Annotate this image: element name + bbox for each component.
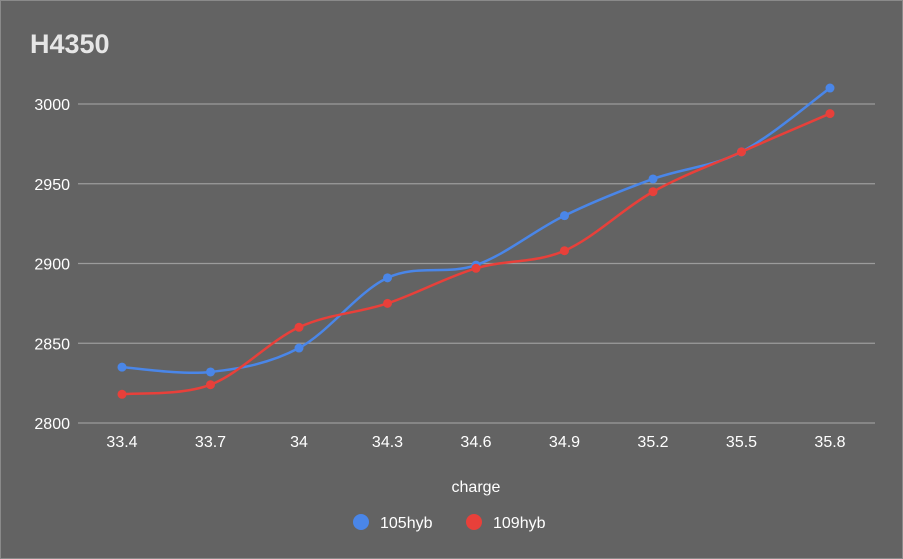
legend: 105hyb 109hyb [353, 514, 546, 532]
data-point-105hyb-33.7 [206, 367, 215, 377]
data-point-105hyb-35.8 [825, 83, 835, 93]
chart-title: H4350 [30, 29, 110, 59]
y-tick-label: 3000 [34, 97, 70, 114]
data-point-109hyb-34.3 [383, 298, 392, 308]
data-point-109hyb-34 [294, 322, 304, 332]
x-tick-label: 34.6 [460, 434, 491, 451]
x-tick-label: 35.8 [814, 434, 845, 451]
series-group [117, 83, 835, 399]
data-point-105hyb-33.4 [117, 362, 127, 372]
x-tick-label: 33.7 [195, 434, 226, 451]
data-point-105hyb-34.3 [383, 273, 392, 283]
x-tick-label: 34 [290, 434, 308, 451]
data-point-109hyb-35.8 [825, 109, 835, 119]
legend-marker-109hyb [466, 514, 482, 530]
x-axis-label: charge [452, 479, 501, 496]
data-point-105hyb-34.9 [560, 211, 569, 221]
data-point-109hyb-33.7 [206, 380, 215, 390]
legend-label-109hyb: 109hyb [493, 515, 546, 532]
y-tick-label: 2850 [34, 336, 70, 353]
x-tick-label: 33.4 [106, 434, 137, 451]
series-line-105hyb [121, 87, 831, 375]
data-point-109hyb-35.2 [648, 187, 658, 197]
x-tick-label: 35.5 [726, 434, 757, 451]
x-tick-label: 35.2 [637, 434, 668, 451]
y-axis-ticks: 2800 2850 2900 2950 3000 [34, 97, 70, 433]
data-point-109hyb-35.5 [737, 147, 746, 157]
series-109hyb [117, 109, 835, 399]
x-tick-label: 34.3 [372, 434, 403, 451]
y-tick-label: 2900 [34, 257, 70, 274]
legend-marker-105hyb [353, 514, 369, 530]
data-point-109hyb-34.6 [471, 263, 481, 273]
y-tick-label: 2800 [34, 416, 70, 433]
x-axis-ticks: 33.4 33.7 34 34.3 34.6 34.9 35.2 35.5 35.8 [106, 434, 845, 451]
series-105hyb [117, 83, 835, 377]
y-tick-label: 2950 [34, 177, 70, 194]
series-line-109hyb [121, 112, 831, 396]
data-point-109hyb-33.4 [117, 389, 127, 399]
x-tick-label: 34.9 [549, 434, 580, 451]
data-point-109hyb-34.9 [560, 246, 569, 256]
data-point-105hyb-35.2 [648, 174, 658, 184]
data-point-105hyb-34 [294, 343, 304, 353]
legend-label-105hyb: 105hyb [380, 515, 433, 532]
